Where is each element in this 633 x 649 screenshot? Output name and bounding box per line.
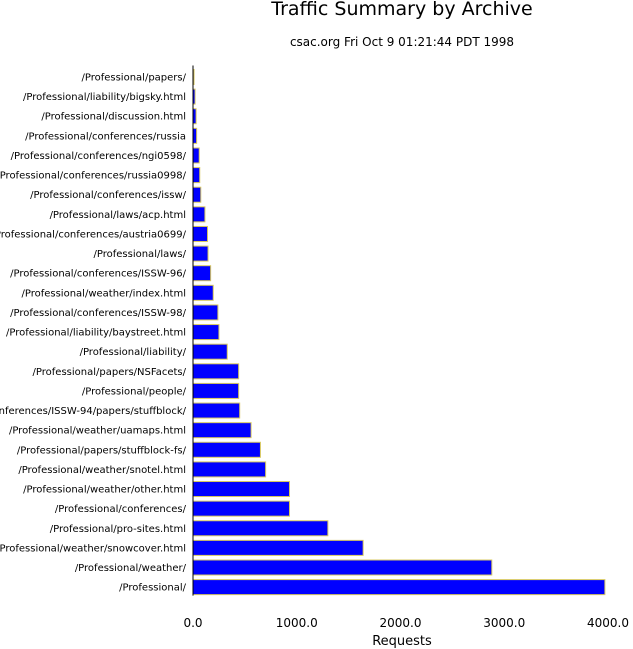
category-label: /Professional/people/ (82, 386, 187, 397)
category-label: /Professional/conferences/ISSW-96/ (10, 269, 187, 280)
bar (192, 441, 261, 458)
bar (192, 343, 228, 360)
bar (192, 167, 201, 184)
x-tick-label: 1000.0 (276, 616, 318, 630)
category-label: /Professional/ (119, 583, 186, 594)
category-label: /Professional/conferences/ (55, 504, 187, 515)
category-label: /Professional/papers/NSFacets/ (33, 367, 187, 378)
bar (192, 284, 214, 301)
x-tick-labels-group: 0.0 1000.0 2000.0 3000.0 4000.0 (183, 616, 629, 630)
category-label: /Professional/conferences/ngi0598/ (11, 151, 187, 162)
bar (192, 382, 240, 399)
category-label: /Professional/conferences/issw/ (30, 190, 186, 201)
bar (192, 363, 240, 380)
category-label: /Professional/liability/bigsky.html (23, 92, 186, 103)
bars-group (192, 69, 606, 596)
category-label: /Professional/weather/uamaps.html (9, 426, 186, 437)
bar (192, 461, 267, 478)
category-label: /Professional/weather/ (75, 563, 187, 574)
category-label: /Professional/laws/ (94, 249, 187, 260)
bar (192, 500, 290, 517)
category-label: /Professional/weather/snowcover.html (0, 543, 186, 554)
bar (192, 127, 198, 144)
category-label: /Professional/conferences/austria0699/ (0, 229, 187, 240)
bar (192, 245, 209, 262)
bar (192, 225, 209, 242)
category-label: /Professional/conferences/ISSW-98/ (10, 308, 187, 319)
bar (192, 520, 329, 537)
category-label: /Professional/weather/other.html (23, 485, 186, 496)
x-tick-label: 2000.0 (380, 616, 422, 630)
chart-subtitle: csac.org Fri Oct 9 01:21:44 PDT 1998 (290, 35, 514, 49)
bar (192, 265, 212, 282)
bar (192, 402, 241, 419)
chart-title: Traffic Summary by Archive (270, 0, 532, 20)
category-label: /Professional/liability/ (80, 347, 187, 358)
category-label: /Professional/papers/ (81, 73, 186, 84)
category-label: /Professional/weather/index.html (21, 288, 186, 299)
category-label: /Professional/discussion.html (41, 112, 186, 123)
bar (192, 579, 606, 596)
bar (192, 559, 493, 576)
category-label: /Professional/laws/acp.html (50, 210, 186, 221)
bar (192, 147, 200, 164)
bar (192, 422, 252, 439)
category-label: /Professional/conferences/russia0998/ (0, 171, 187, 182)
category-label: /Professional/conferences/ISSW-94/papers… (0, 406, 187, 417)
category-label: /Professional/papers/stuffblock-fs/ (17, 445, 187, 456)
x-tick-label: 0.0 (183, 616, 202, 630)
bar (192, 481, 290, 498)
x-tick-label: 3000.0 (483, 616, 525, 630)
x-tick-label: 4000.0 (587, 616, 629, 630)
category-label: /Professional/weather/snotel.html (18, 465, 186, 476)
category-label: /Professional/pro-sites.html (50, 524, 186, 535)
category-label: /Professional/conferences/russia (25, 131, 186, 142)
bar (192, 186, 202, 203)
bar (192, 539, 364, 556)
category-labels-group: /Professional/papers/ /Professional/liabi… (0, 73, 187, 594)
category-label: /Professional/liability/baystreet.html (6, 328, 186, 339)
bar (192, 206, 206, 223)
bar (192, 304, 219, 321)
x-axis-title: Requests (372, 634, 432, 649)
bar (192, 324, 220, 341)
